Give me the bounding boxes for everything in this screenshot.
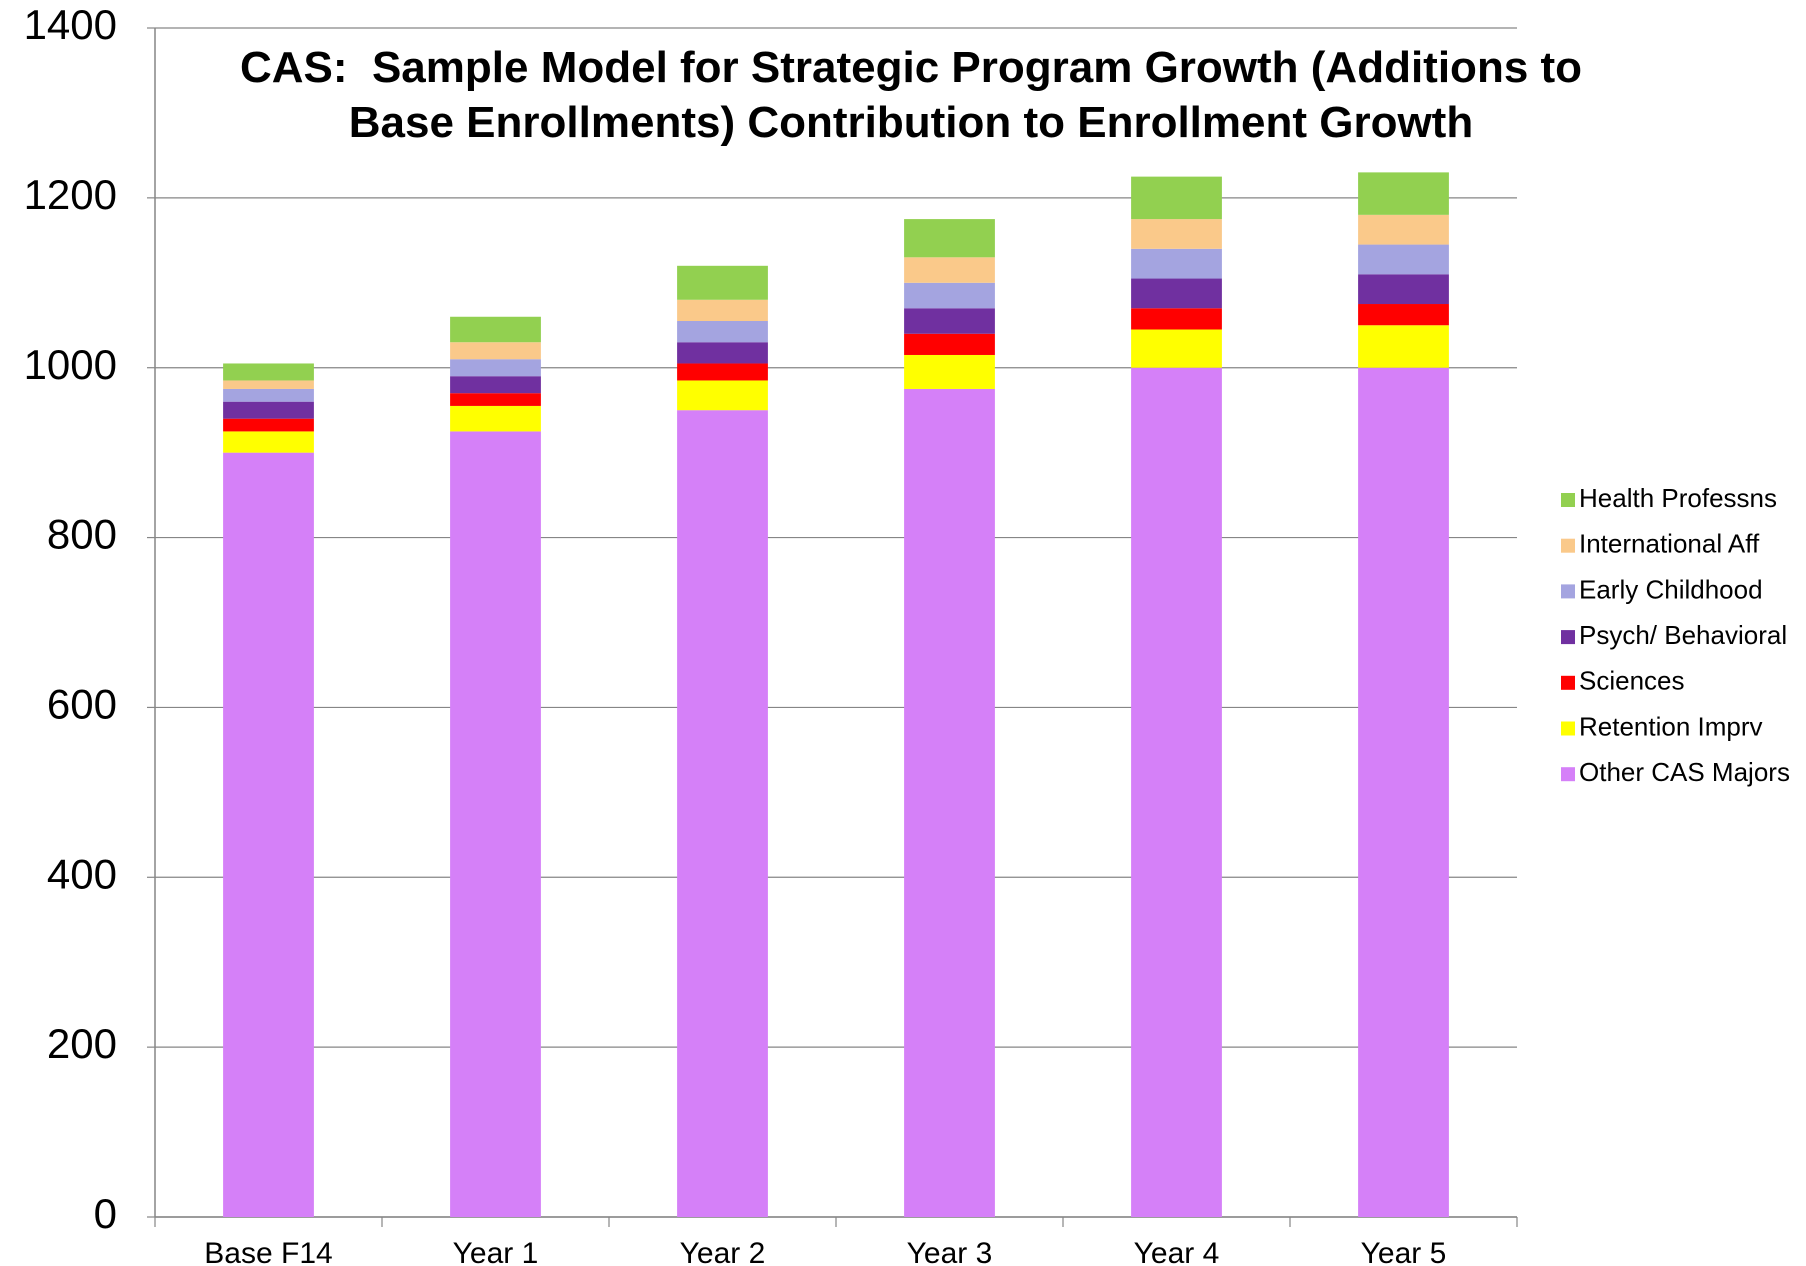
legend-swatch xyxy=(1561,630,1575,645)
bar-segment xyxy=(1131,367,1222,1217)
y-tick-label: 200 xyxy=(47,1020,117,1067)
legend-swatch xyxy=(1561,584,1575,599)
bar-segment xyxy=(223,431,314,453)
legend-label: Health Professns xyxy=(1579,483,1777,513)
bar-segment xyxy=(450,431,541,1217)
bar-segment xyxy=(904,282,995,309)
bar-segment xyxy=(1358,325,1449,368)
y-tick-label: 0 xyxy=(94,1190,117,1237)
x-tick-label: Year 2 xyxy=(680,1237,766,1266)
bar-segment xyxy=(677,321,768,343)
bar-segment xyxy=(450,316,541,343)
bar-segment xyxy=(677,380,768,411)
legend-swatch xyxy=(1561,675,1575,690)
bar-segment xyxy=(1131,176,1222,220)
bar-segment xyxy=(1358,172,1449,215)
bar-segment xyxy=(677,299,768,322)
bar-segment xyxy=(450,405,541,432)
x-tick-label: Year 5 xyxy=(1361,1237,1447,1266)
y-tick-label: 1200 xyxy=(24,171,117,218)
legend-label: Psych/ Behavioral xyxy=(1579,620,1787,650)
bar-segment xyxy=(223,380,314,389)
bar-segment xyxy=(677,265,768,300)
bar-segment xyxy=(450,376,541,394)
x-tick-label: Base F14 xyxy=(204,1237,332,1266)
legend-swatch xyxy=(1561,493,1575,507)
bar-segment xyxy=(223,363,314,381)
bar-segment xyxy=(1358,367,1449,1217)
bar-segment xyxy=(450,393,541,406)
legend-swatch xyxy=(1561,538,1575,553)
bar-segment xyxy=(223,418,314,432)
bar-segment xyxy=(223,401,314,419)
bar-segment xyxy=(450,359,541,377)
legend-label: Other CAS Majors xyxy=(1579,757,1790,787)
bar-segment xyxy=(1358,214,1449,245)
y-tick-label: 400 xyxy=(47,850,117,897)
bar-segment xyxy=(677,342,768,364)
x-tick-label: Year 1 xyxy=(453,1237,539,1266)
legend-label: Early Childhood xyxy=(1579,574,1763,604)
bar-segment xyxy=(1131,219,1222,249)
bar-segment xyxy=(223,388,314,402)
bar-segment xyxy=(677,363,768,381)
bar-segment xyxy=(1358,274,1449,305)
bar-segment xyxy=(904,219,995,258)
legend-label: Sciences xyxy=(1579,666,1685,696)
legend-swatch xyxy=(1561,767,1575,782)
bar-segment xyxy=(1131,308,1222,330)
legend-swatch xyxy=(1561,721,1575,736)
bar-segment xyxy=(904,333,995,355)
legend-label: Retention Imprv xyxy=(1579,711,1763,741)
bar-segment xyxy=(904,308,995,334)
bar-segment xyxy=(677,410,768,1217)
y-tick-label: 800 xyxy=(47,511,117,558)
bar-segment xyxy=(1131,248,1222,279)
bar-segment xyxy=(1358,244,1449,275)
bar-segment xyxy=(223,452,314,1218)
legend-label: International Aff xyxy=(1579,529,1760,559)
bar-segment xyxy=(904,257,995,283)
bar-segment xyxy=(450,342,541,360)
y-tick-label: 1000 xyxy=(24,341,117,388)
x-tick-label: Year 3 xyxy=(907,1237,993,1266)
bar-segment xyxy=(1358,304,1449,326)
chart-title: CAS: Sample Model for Strategic Program … xyxy=(239,43,1595,147)
bar-segment xyxy=(904,354,995,389)
x-tick-label: Year 4 xyxy=(1134,1237,1220,1266)
bar-segment xyxy=(904,388,995,1218)
bar-segment xyxy=(1131,329,1222,368)
y-tick-label: 600 xyxy=(47,681,117,728)
bar-segment xyxy=(1131,278,1222,309)
y-tick-label: 1400 xyxy=(24,1,117,48)
